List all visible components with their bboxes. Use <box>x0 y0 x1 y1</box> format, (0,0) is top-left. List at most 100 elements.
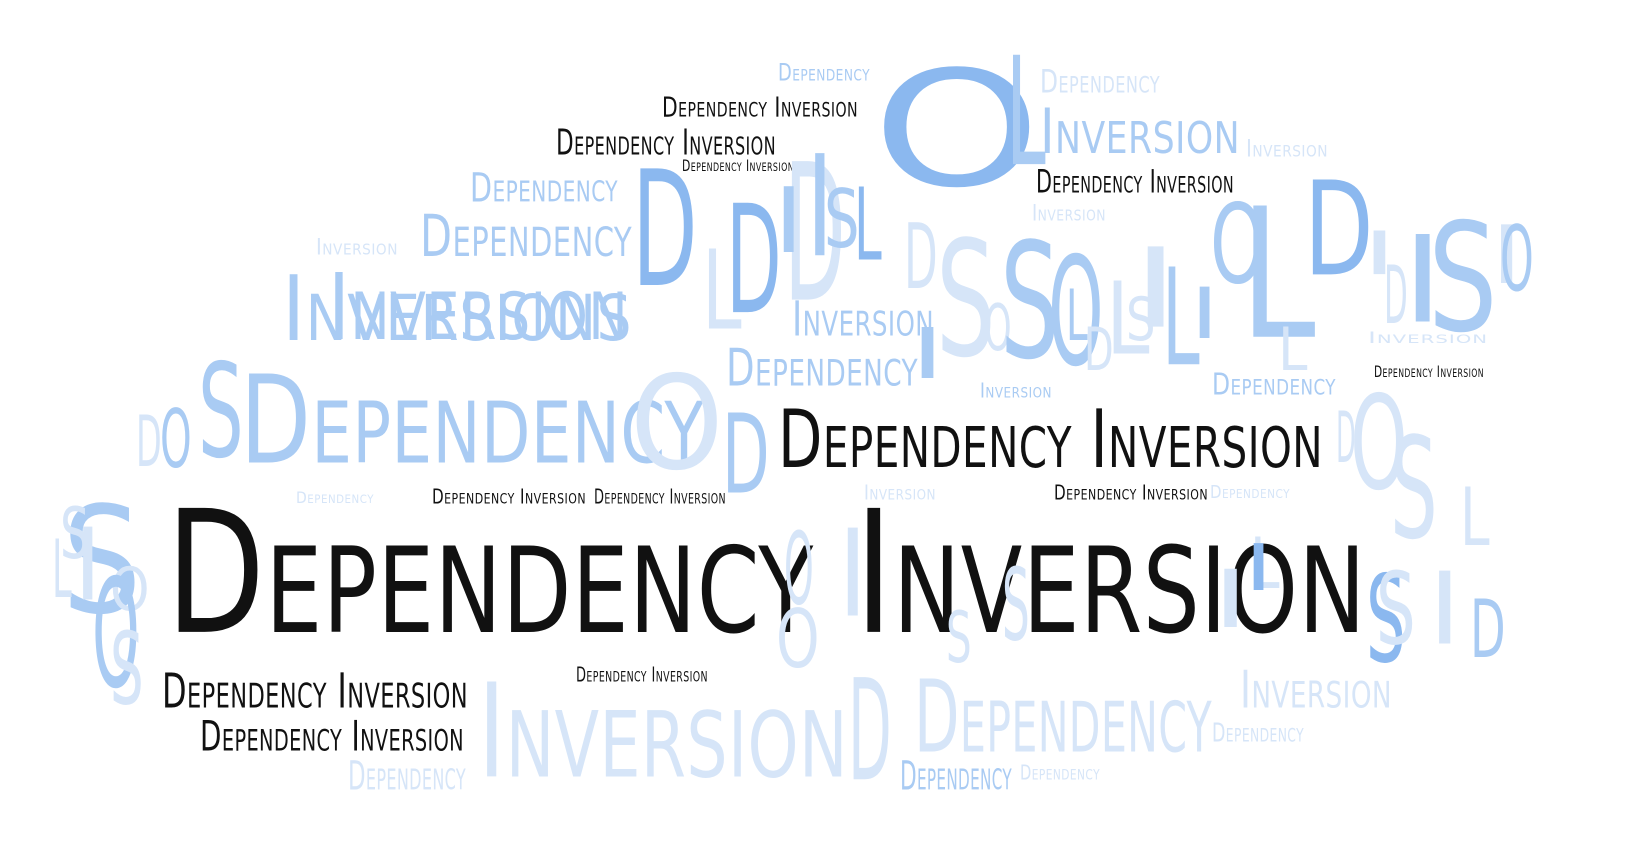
letter: L <box>1250 524 1280 606</box>
letter: O <box>92 546 140 722</box>
letter: S <box>1428 190 1498 366</box>
word-blue: Dependency <box>1210 481 1290 504</box>
word-small: Dependency Inversion <box>594 485 726 510</box>
letter: O <box>984 290 1012 366</box>
word-blue: Inversion <box>1032 199 1106 227</box>
word-blue: Dependency <box>470 164 618 212</box>
letter: L <box>854 167 882 284</box>
letter: D <box>904 204 938 310</box>
word-blue: Inversion <box>1368 327 1489 348</box>
word-tiny: Dependency Inversion <box>662 91 859 125</box>
letter: D <box>1470 583 1506 677</box>
word-blue: Inversion <box>864 481 936 506</box>
word-blue: Dependency <box>296 487 375 508</box>
word-small: Dependency Inversion <box>200 712 465 762</box>
letter: S <box>946 598 972 680</box>
letter: I <box>74 507 102 624</box>
word-blue: Dependency <box>240 350 704 492</box>
letter: I <box>774 168 804 274</box>
letter: L <box>1006 24 1047 200</box>
word-main: Dependency Inversion <box>166 473 1367 673</box>
letter: I <box>1244 530 1275 606</box>
letter: L <box>702 226 742 355</box>
word-blue: Inversion <box>1240 659 1392 721</box>
letter: S <box>824 173 861 267</box>
word-blue: Dependency <box>1212 717 1305 749</box>
letter: I <box>910 314 946 396</box>
word-blue: Inversion <box>792 291 935 348</box>
word-blue: Inversion <box>1246 135 1329 164</box>
letter: D <box>784 124 847 346</box>
letter: D <box>722 390 770 519</box>
letter: O <box>1350 369 1408 520</box>
word-blue: Dependency <box>1020 761 1101 786</box>
letter: S <box>1390 408 1439 571</box>
letter: I <box>1402 210 1445 350</box>
word-blue: Dependency <box>1212 366 1336 403</box>
letter: S <box>198 337 245 488</box>
word-tiny: Dependency Inversion <box>1036 162 1235 201</box>
letter: I <box>838 504 869 644</box>
letter: O <box>776 593 821 687</box>
letter: L <box>1278 314 1308 385</box>
letter: O <box>1500 206 1535 312</box>
word-small: Dependency Inversion <box>556 120 777 164</box>
letter: D <box>848 650 893 813</box>
letter: L <box>1240 170 1316 381</box>
letter: O <box>1048 224 1105 400</box>
letter: D <box>726 172 783 348</box>
word-tiny: Dependency Inversion <box>1374 361 1484 382</box>
letter: S <box>62 476 143 648</box>
letter: L <box>1106 261 1150 378</box>
letter: S <box>1126 284 1157 355</box>
word-blue: Inversion <box>328 254 629 362</box>
word-tiny: Dependency Inversion <box>682 155 795 176</box>
word-blue: Dependency <box>420 203 632 271</box>
letter: O <box>110 554 151 625</box>
letter: S <box>1000 208 1061 396</box>
letter: I <box>806 126 834 289</box>
letter: L <box>1460 471 1490 565</box>
word-blue: Dependency <box>1040 62 1160 101</box>
letter: L <box>52 523 72 617</box>
letter: D <box>1084 314 1114 385</box>
letter: I <box>1362 218 1399 289</box>
letter: D <box>1304 155 1375 306</box>
letter: O <box>1210 180 1266 309</box>
word-blue: Inversions <box>282 256 633 362</box>
word-blue: Dependency <box>348 752 467 800</box>
letter: S <box>60 494 90 576</box>
word-tiny: Dependency Inversion <box>576 663 708 688</box>
letter: I <box>1428 551 1462 668</box>
letter: I <box>1190 274 1221 356</box>
word-blue: Dependency <box>900 752 1012 800</box>
letter: D <box>1336 398 1357 480</box>
word-small: Dependency Inversion <box>162 663 468 720</box>
letter: O <box>872 36 1043 224</box>
letter: D <box>632 136 699 324</box>
letter: I <box>1212 553 1250 647</box>
word-small: Dependency Inversion <box>1054 481 1208 506</box>
word-blue: Dependency <box>726 337 918 399</box>
word-secondary: Dependency Inversion <box>778 393 1324 487</box>
letter: I <box>1132 224 1181 353</box>
word-blue: Dependency <box>914 659 1213 776</box>
letter: I <box>1490 209 1524 303</box>
word-blue: Inversion <box>1040 96 1241 169</box>
letter: O <box>160 393 192 487</box>
word-blue: Dependency <box>778 59 870 88</box>
word-blue: Inversion <box>316 233 398 261</box>
letter: O <box>784 511 814 628</box>
letter: S <box>936 206 997 394</box>
letter: D <box>136 402 163 484</box>
word-blue: Inversion <box>980 379 1052 404</box>
letter: L <box>1066 276 1088 358</box>
letter: L <box>1162 241 1201 397</box>
letter: O <box>630 349 724 500</box>
letter: S <box>1002 547 1031 664</box>
letter: S <box>1376 551 1416 668</box>
word-tiny: Dependency Inversion <box>432 485 586 510</box>
letter: D <box>1384 249 1409 343</box>
letter: S <box>110 611 145 728</box>
